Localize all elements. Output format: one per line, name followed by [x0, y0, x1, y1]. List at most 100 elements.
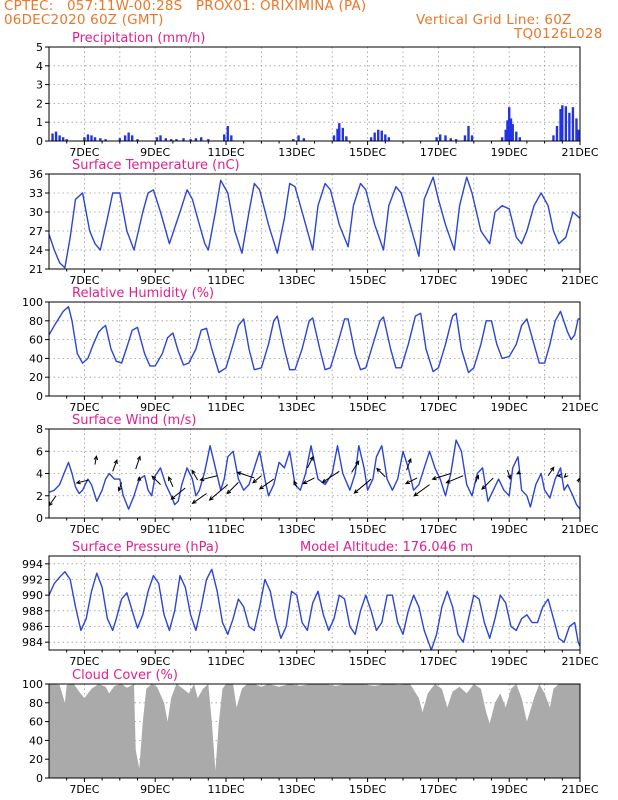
bar: [297, 135, 300, 141]
x-tick-label: 17DEC: [420, 146, 457, 159]
bar: [136, 139, 139, 141]
wind-vector-head: [550, 466, 555, 472]
wind-vector: [406, 458, 412, 471]
wind-vector: [48, 495, 57, 506]
y-tick-label: 20: [29, 753, 43, 766]
y-tick-label: 994: [22, 558, 43, 571]
wind-vector: [151, 475, 161, 485]
plot-frame: [48, 555, 581, 651]
wind-vector-head: [556, 473, 562, 478]
wind-vector: [351, 460, 360, 473]
wind-vector-head: [404, 480, 410, 485]
wind-vector: [446, 475, 464, 484]
header-run-code: TQ0126L028: [514, 26, 603, 42]
wind-vector-head: [170, 495, 176, 500]
x-tick-label: 7DEC: [69, 655, 99, 668]
bar: [500, 137, 504, 141]
y-tick-label: 988: [22, 605, 43, 618]
bar: [155, 137, 159, 141]
wind-vector-head: [481, 485, 487, 490]
bar: [118, 138, 121, 141]
bar: [515, 131, 518, 141]
x-tick-label: 11DEC: [207, 146, 244, 159]
x-tick-label: 15DEC: [349, 274, 386, 287]
x-tick-label: 13DEC: [278, 783, 315, 796]
wind-vector-head: [445, 479, 451, 484]
x-tick-label: 9DEC: [140, 274, 170, 287]
x-tick-label: 11DEC: [207, 523, 244, 536]
wind-vector-head: [407, 457, 412, 463]
y-tick-label: 36: [29, 168, 43, 181]
bar: [564, 106, 568, 141]
plot-frame: [48, 301, 581, 397]
y-tick-label: 24: [29, 244, 43, 257]
wind-vector-head: [515, 470, 522, 475]
x-tick-label: 7DEC: [69, 523, 99, 536]
bar: [292, 139, 295, 141]
x-tick-label: 13DEC: [278, 274, 315, 287]
y-tick-label: 40: [29, 734, 43, 747]
y-tick-label: 8: [36, 423, 43, 436]
bar: [444, 135, 447, 141]
series-line: [48, 306, 580, 374]
x-tick-label: 17DEC: [420, 655, 457, 668]
bar: [207, 139, 210, 141]
bar: [127, 132, 130, 141]
x-tick-label: 21DEC: [561, 523, 598, 536]
y-tick-label: 21: [29, 263, 43, 276]
panel-title: Precipitation (mm/h): [72, 31, 205, 46]
x-tick-label: 13DEC: [278, 401, 315, 414]
bar: [99, 138, 102, 141]
wind-vector-head: [309, 455, 314, 461]
header-grid-note: Vertical Grid Line: 60Z: [416, 12, 572, 28]
panel-title: Surface Pressure (hPa): [72, 540, 219, 555]
bar: [518, 137, 522, 141]
panel-precip: 0 1 2 3 4 5 7DEC 9DEC 11DEC 13DEC 15DEC 17DEC 19DEC 2…: [36, 31, 599, 159]
wind-vector: [413, 484, 430, 497]
panel-rh: 0 20 40 60 80 100 7DEC 9DEC 11DEC 13DEC 15DEC 17DEC…: [22, 286, 599, 414]
bar: [373, 132, 376, 141]
bar: [568, 112, 571, 141]
bar: [463, 135, 467, 141]
x-tick-label: 13DEC: [278, 655, 315, 668]
wind-vector-head: [252, 478, 258, 484]
panel-title: Relative Humidity (%): [72, 286, 214, 301]
bar: [559, 109, 562, 141]
wind-vector-head: [113, 458, 118, 465]
bar: [341, 127, 345, 141]
y-tick-label: 5: [36, 41, 43, 54]
panel-cloud: 0 20 40 60 80 100 7DEC 9DEC 11DEC 13DEC 15DEC 17DEC…: [22, 668, 599, 796]
bar: [51, 133, 54, 141]
wind-vector-head: [293, 480, 298, 486]
x-tick-label: 19DEC: [491, 523, 528, 536]
y-tick-label: 80: [29, 315, 43, 328]
wind-vector: [259, 478, 275, 490]
y-tick-label: 986: [22, 621, 43, 634]
x-tick-label: 19DEC: [491, 655, 528, 668]
wind-vector-head: [413, 492, 419, 497]
y-tick-label: 4: [36, 468, 43, 481]
x-tick-label: 19DEC: [491, 783, 528, 796]
y-tick-label: 100: [22, 296, 43, 309]
wind-vector: [432, 473, 451, 480]
bar: [508, 107, 511, 141]
bar: [467, 125, 470, 141]
bar: [83, 137, 86, 141]
wind-vector-head: [353, 489, 359, 494]
x-tick-label: 17DEC: [420, 401, 457, 414]
bar: [130, 135, 134, 141]
bar: [123, 135, 127, 141]
wind-vector-head: [136, 455, 141, 461]
y-tick-label: 30: [29, 206, 43, 219]
wind-vector: [481, 477, 494, 490]
x-tick-label: 17DEC: [420, 783, 457, 796]
bar: [509, 118, 513, 141]
bar: [86, 134, 90, 141]
y-tick-label: 0: [36, 390, 43, 403]
wind-vector-head: [168, 475, 173, 482]
y-tick-label: 80: [29, 697, 43, 710]
y-tick-label: 0: [36, 512, 43, 525]
header-station-line: CPTEC: 057:11W-00:28S PROX01: ORIXIMINA …: [4, 0, 367, 14]
x-tick-label: 15DEC: [349, 401, 386, 414]
bar: [438, 134, 442, 141]
